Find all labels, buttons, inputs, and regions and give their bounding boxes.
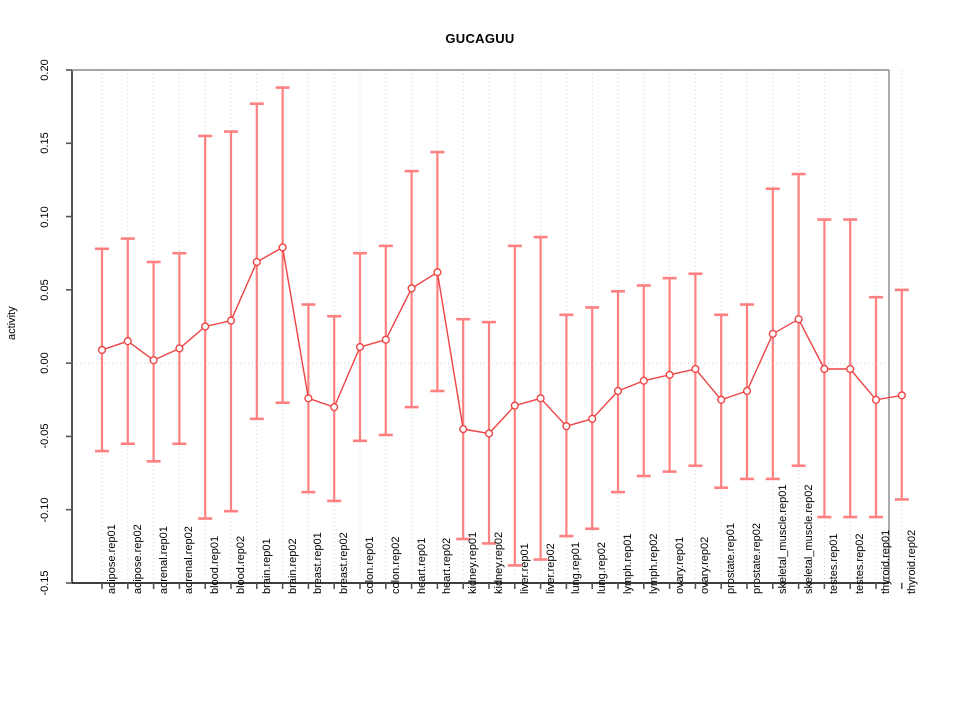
x-tick-label: testes.rep02: [854, 533, 867, 594]
data-point-marker: [175, 344, 184, 353]
data-point-marker: [871, 395, 881, 404]
data-markers-group: [97, 243, 906, 438]
y-tick-label: 0.15: [39, 132, 51, 154]
y-tick-label: 0.00: [39, 352, 51, 374]
x-tick-label: thyroid.rep02: [905, 529, 918, 594]
x-tick-label: prostate.rep02: [751, 523, 763, 594]
data-point-marker: [201, 322, 210, 331]
data-polyline: [101, 246, 902, 435]
y-tick-label: 0.20: [39, 59, 51, 81]
data-point-marker: [794, 315, 803, 324]
x-tick-label: skeletal_muscle.rep02: [802, 484, 815, 594]
data-point-marker: [768, 329, 777, 338]
axis-ticks-group: [66, 69, 903, 589]
data-point-marker: [562, 422, 571, 431]
data-point-marker: [252, 257, 261, 267]
x-tick-label: blood.rep01: [209, 535, 222, 594]
y-tick-label: -0.10: [39, 497, 51, 523]
data-point-marker: [123, 337, 132, 346]
x-tick-label: lung.rep01: [570, 542, 583, 594]
x-tick-label: blood.rep02: [235, 535, 247, 594]
data-point-marker: [355, 342, 365, 352]
data-point-marker: [381, 335, 390, 344]
chart-title: GUCAGUU: [445, 31, 515, 46]
axis-lines-group: [71, 69, 890, 584]
x-tick-label: ovary.rep01: [673, 536, 686, 594]
x-tick-label: adrenal.rep01: [157, 526, 170, 594]
x-tick-label: lung.rep02: [596, 542, 609, 594]
x-tick-label: liver.rep02: [544, 543, 557, 594]
data-point-marker: [484, 429, 494, 438]
data-point-marker: [510, 401, 519, 410]
data-point-marker: [278, 243, 287, 252]
x-tick-label: breast.rep02: [338, 532, 351, 594]
x-tick-label: kidney.rep01: [467, 531, 480, 594]
data-point-marker: [846, 364, 855, 374]
data-point-marker: [226, 316, 236, 325]
data-point-marker: [149, 356, 158, 365]
x-tick-label: testes.rep01: [828, 533, 841, 594]
x-tick-label: adipose.rep01: [106, 524, 118, 594]
data-point-marker: [407, 284, 416, 293]
data-point-marker: [330, 403, 339, 412]
x-tick-label: brain.rep02: [286, 538, 299, 594]
data-point-marker: [639, 376, 648, 385]
data-point-marker: [717, 395, 726, 404]
data-point-marker: [742, 386, 752, 396]
x-tick-label: skeletal_muscle.rep01: [776, 484, 789, 594]
data-point-marker: [459, 425, 468, 434]
x-tick-label: colon.rep02: [389, 536, 402, 595]
data-point-marker: [820, 364, 829, 374]
x-tick-label: prostate.rep01: [725, 523, 738, 594]
data-point-marker: [897, 391, 906, 400]
x-tick-label: thyroid.rep01: [880, 529, 892, 594]
x-tick-label: adipose.rep02: [131, 524, 144, 594]
data-line-group: [101, 246, 902, 435]
x-tick-label: ovary.rep02: [699, 536, 712, 594]
data-point-marker: [433, 268, 442, 277]
y-tick-label: -0.15: [39, 570, 51, 596]
data-point-marker: [665, 370, 674, 379]
y-tick-label: 0.10: [39, 205, 51, 228]
x-tick-label: colon.rep01: [364, 536, 376, 595]
errorbars-group: [95, 86, 909, 567]
x-tick-label: heart.rep01: [415, 537, 428, 594]
x-tick-label: heart.rep02: [441, 537, 454, 594]
x-tick-label: lymph.rep02: [647, 533, 660, 594]
data-point-marker: [613, 386, 623, 396]
x-tick-label: lymph.rep01: [622, 533, 634, 594]
data-point-marker: [588, 414, 597, 423]
y-tick-label: -0.05: [39, 423, 51, 449]
x-tick-label: adrenal.rep02: [183, 526, 196, 594]
data-point-marker: [691, 364, 700, 374]
y-tick-label: 0.05: [39, 279, 51, 301]
data-point-marker: [536, 394, 545, 403]
x-tick-label: kidney.rep02: [493, 531, 505, 594]
data-point-marker: [304, 394, 313, 403]
x-tick-label: liver.rep01: [518, 543, 531, 594]
x-tick-label: brain.rep01: [260, 538, 273, 594]
data-point-marker: [97, 345, 107, 355]
x-tick-label: breast.rep01: [312, 532, 325, 594]
